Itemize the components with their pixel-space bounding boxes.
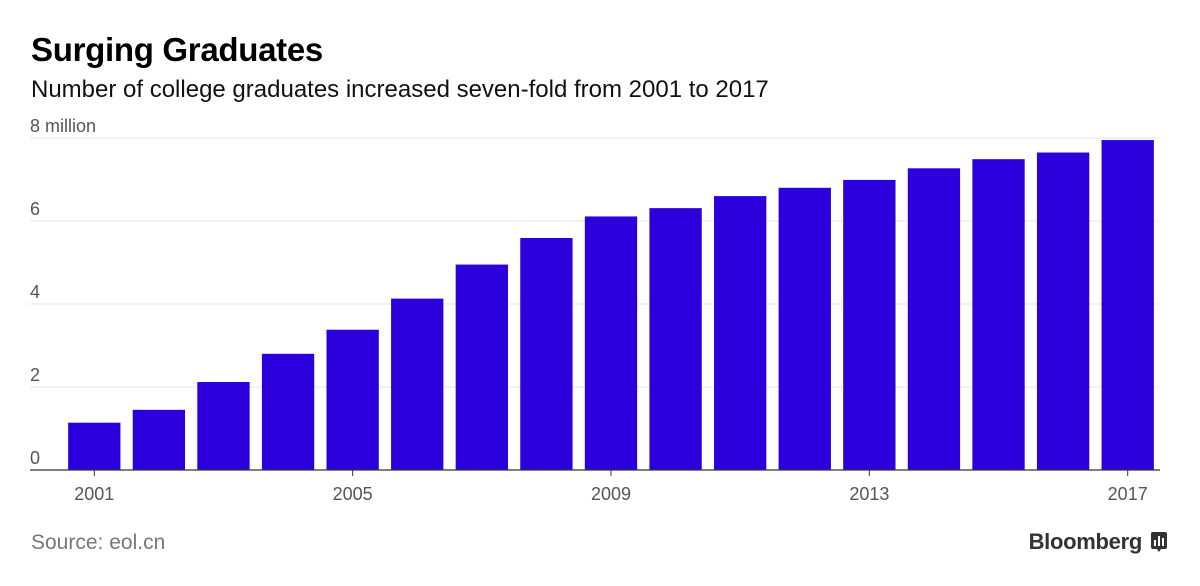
x-tick-label: 2013	[849, 484, 889, 504]
axes	[30, 469, 1160, 476]
x-tick-label: 2001	[74, 484, 114, 504]
x-tick-label: 2005	[333, 484, 373, 504]
bar-2017	[1101, 140, 1154, 470]
source-note: Source: eol.cn	[31, 531, 166, 554]
tick-labels: 0 2 4 6 8 million 2001 2005 2009 2013 2017	[30, 116, 1148, 504]
y-tick-label: 8 million	[30, 116, 96, 136]
x-tick-label: 2009	[591, 484, 631, 504]
bar-2008	[520, 238, 573, 470]
y-tick-label: 2	[30, 365, 40, 385]
bar-chart: 0 2 4 6 8 million 2001 2005 2009 2013 2017	[30, 116, 1160, 504]
bar-2006	[391, 298, 444, 470]
bar-2012	[778, 187, 831, 471]
bar-2015	[972, 159, 1025, 471]
y-tick-label: 6	[30, 199, 40, 219]
y-tick-label: 0	[30, 448, 40, 468]
bar-2014	[907, 168, 961, 471]
chart-title: Surging Graduates	[31, 31, 323, 68]
chart-subtitle: Number of college graduates increased se…	[31, 76, 769, 103]
y-tick-label: 4	[30, 282, 40, 302]
bar-2011	[714, 196, 767, 470]
bar-2003	[197, 382, 250, 470]
brand-logo: Bloomberg	[1029, 528, 1168, 556]
bar-2002	[132, 409, 186, 470]
bar-2010	[649, 208, 702, 470]
bar-2009	[584, 216, 638, 470]
bar-2016	[1036, 152, 1090, 470]
bar-2004	[261, 353, 315, 470]
x-tick-label: 2017	[1108, 484, 1148, 504]
bar-2013	[843, 179, 896, 471]
bloomberg-terminal-icon	[1151, 532, 1167, 552]
bar-2005	[326, 329, 379, 470]
bar-2007	[455, 264, 508, 470]
brand-name: Bloomberg	[1028, 529, 1143, 554]
bar-2001	[68, 422, 121, 470]
bars	[68, 140, 1154, 471]
